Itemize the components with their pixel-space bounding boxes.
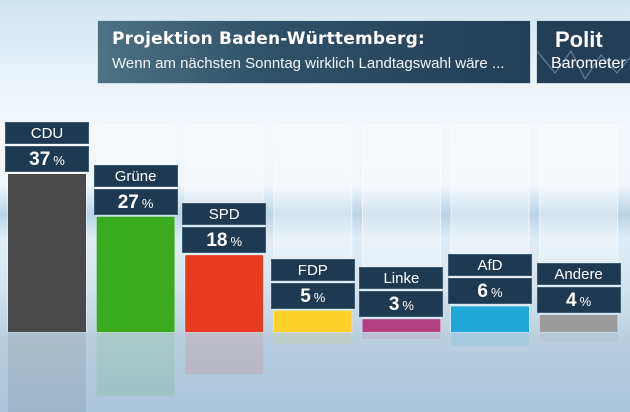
bar-afd: [451, 306, 529, 332]
logo-line1: Polit: [555, 27, 603, 52]
chart-title: Projektion Baden-Württemberg:: [112, 29, 425, 49]
bar-reflection: [273, 332, 352, 344]
bar-reflection: [539, 332, 618, 342]
chart-subtitle: Wenn am nächsten Sonntag wirklich Landta…: [112, 55, 505, 72]
logo-line2: Barometer: [551, 55, 626, 72]
bar-reflection: [96, 332, 175, 396]
bar-reflection: [185, 332, 264, 375]
category-label: Andere: [536, 262, 621, 285]
bar-spd: [185, 255, 264, 332]
bar-reflection: [362, 332, 441, 340]
bar-cdu: [8, 174, 86, 332]
percent-sign: %: [579, 293, 592, 309]
value-label: 5%: [270, 282, 355, 309]
percent-sign: %: [491, 285, 503, 301]
category-label: Linke: [359, 267, 444, 290]
category-label: Grüne: [93, 164, 178, 187]
value-label: 3%: [359, 291, 444, 318]
logo-wave-icon: [537, 49, 630, 81]
value-label: 37%: [5, 146, 89, 172]
value-number: 37: [29, 149, 51, 170]
value-number: 3: [388, 294, 400, 316]
value-number: 4: [566, 289, 577, 311]
percent-sign: %: [141, 195, 154, 211]
bar-reflection: [451, 332, 529, 347]
percent-sign: %: [402, 298, 414, 314]
bar-fdp: [273, 310, 352, 332]
value-number: 18: [206, 230, 228, 252]
value-label: 18%: [182, 227, 267, 254]
value-label: 27%: [93, 188, 178, 215]
value-number: 27: [117, 191, 139, 213]
bar-andere: [539, 314, 618, 332]
value-label: 6%: [448, 278, 532, 305]
bar-reflection: [8, 332, 86, 412]
bar-linke: [362, 319, 441, 332]
politbarometer-logo: Polit Barometer: [536, 20, 630, 84]
percent-sign: %: [313, 289, 326, 305]
bar-gruene: [96, 216, 175, 332]
percent-sign: %: [230, 234, 243, 250]
category-label: SPD: [182, 203, 267, 226]
category-label: AfD: [448, 254, 532, 277]
category-label: FDP: [270, 258, 355, 281]
percent-sign: %: [53, 153, 65, 168]
value-number: 6: [477, 281, 488, 303]
chart-header: Projektion Baden-Württemberg: Wenn am nä…: [97, 20, 531, 84]
category-label: CDU: [5, 122, 89, 144]
value-label: 4%: [536, 286, 621, 313]
value-number: 5: [300, 285, 311, 307]
